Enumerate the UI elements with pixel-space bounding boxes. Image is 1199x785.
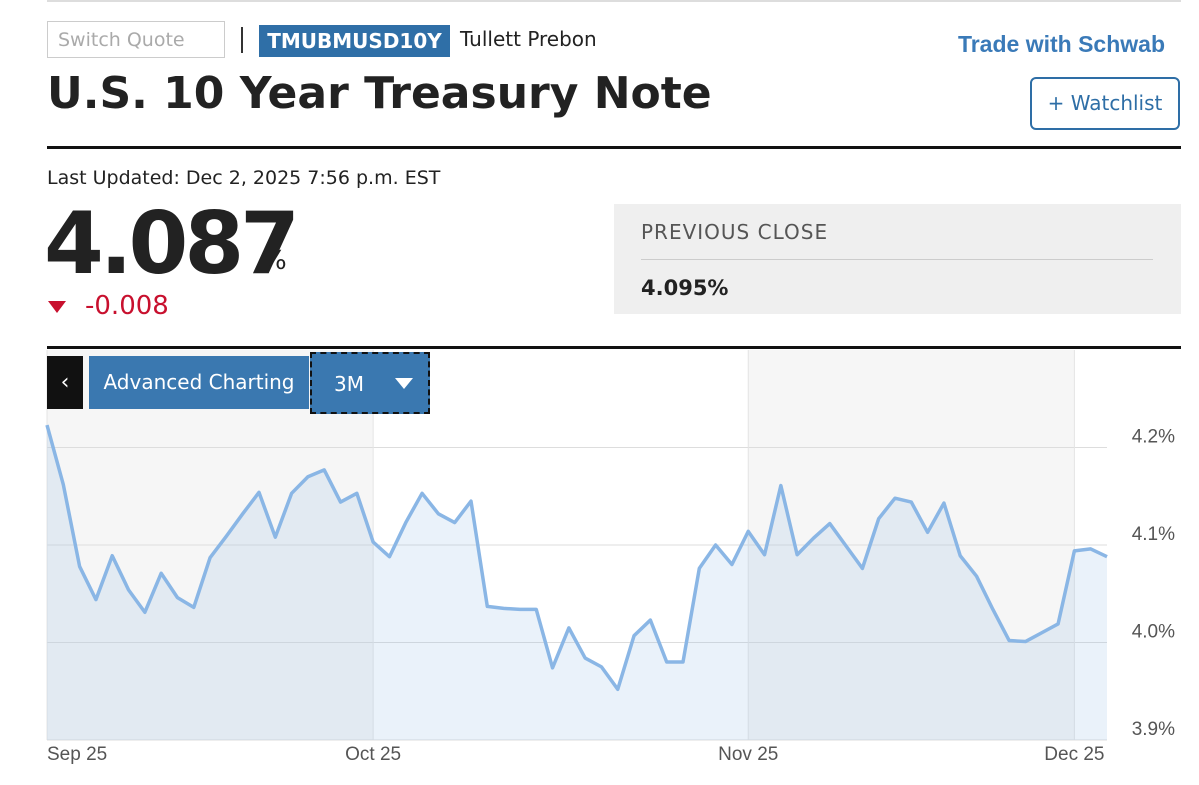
y-tick-label: 4.2% [1132,427,1175,448]
y-tick-label: 4.1% [1132,524,1175,545]
last-updated: Last Updated: Dec 2, 2025 7:56 p.m. EST [47,167,441,189]
previous-close-divider [641,259,1153,260]
previous-close-label: PREVIOUS CLOSE [641,220,829,244]
range-button[interactable]: 3M [310,352,430,414]
previous-close-box: PREVIOUS CLOSE 4.095% [614,204,1181,314]
price-unit: % [262,246,287,276]
caret-shape [395,378,413,389]
top-border [47,0,1181,2]
advanced-charting-button[interactable]: Advanced Charting [89,356,309,409]
symbol-badge: TMUBMUSD10Y [259,25,450,57]
line [45,424,1108,692]
area [47,425,1107,740]
source: Tullett Prebon [460,27,597,51]
watchlist-label: Watchlist [1070,91,1163,115]
x-tick-label: Oct 25 [345,744,401,765]
x-tick-label: Nov 25 [718,744,778,765]
change: -0.008 [85,291,169,321]
y-tick-label: 4.0% [1132,622,1175,643]
x-tick-label: Dec 25 [1044,744,1104,765]
down-arrow [48,301,66,313]
previous-close-value: 4.095% [641,276,729,300]
search-input[interactable]: Switch Quote [47,21,225,58]
range-label: 3M [334,372,364,396]
plus-icon: + [1047,91,1071,115]
watchlist-button[interactable]: + Watchlist [1030,77,1180,130]
price: 4.087 [44,194,300,294]
separator [241,27,243,53]
page-title: U.S. 10 Year Treasury Note [47,68,712,119]
y-tick-label: 3.9% [1132,719,1175,740]
dropdown-caret [395,378,413,389]
divider [47,146,1181,149]
broker-link[interactable]: Trade with Schwab [957,31,1165,57]
down-arrow-shape [48,301,66,313]
divider [47,346,1181,349]
back-button[interactable]: ‹ [47,356,83,409]
x-tick-label: Sep 25 [47,744,107,765]
